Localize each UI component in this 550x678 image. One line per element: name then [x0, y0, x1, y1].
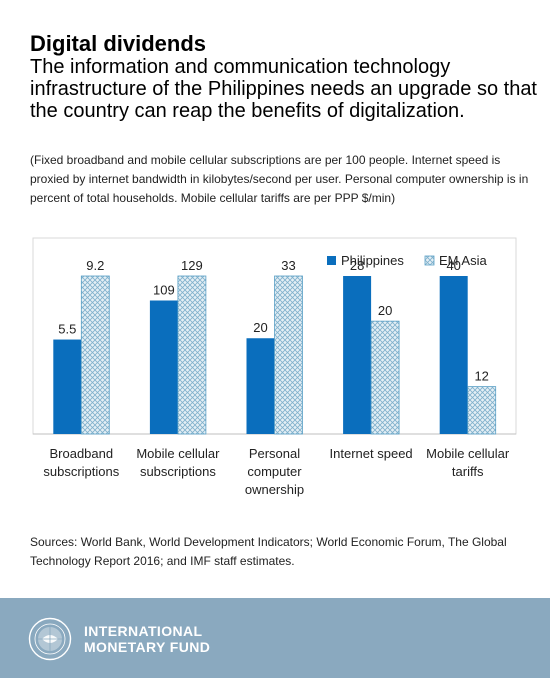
bar-em-asia-4	[467, 386, 497, 435]
bar-em-asia-3	[370, 320, 400, 435]
legend-label-em-asia: EM Asia	[439, 253, 487, 268]
data-label-em-asia-0: 9.2	[86, 258, 104, 273]
org-name-line1: INTERNATIONAL	[84, 623, 203, 639]
bar-philippines-1	[149, 300, 178, 434]
legend-swatch-philippines	[327, 256, 336, 265]
imf-seal-icon	[28, 617, 72, 661]
data-label-philippines-0: 5.5	[58, 322, 76, 337]
chart-note: (Fixed broadband and mobile cellular sub…	[30, 153, 529, 205]
org-name: INTERNATIONAL MONETARY FUND	[84, 623, 210, 655]
chart-title: Digital dividends	[30, 31, 207, 56]
bar-philippines-4	[439, 276, 468, 434]
data-label-philippines-1: 109	[153, 282, 175, 297]
chart-subtitle: The information and communication techno…	[30, 56, 537, 122]
category-label: Internet speed	[329, 446, 413, 461]
legend-swatch-em-asia	[424, 255, 435, 266]
category-label: Mobile cellular subscriptions	[136, 446, 220, 479]
data-label-em-asia-1: 129	[181, 258, 203, 273]
data-label-em-asia-3: 20	[378, 303, 392, 318]
bar-em-asia-2	[274, 275, 303, 435]
bar-philippines-2	[246, 338, 275, 434]
bar-em-asia-0	[80, 275, 110, 435]
sources-note: Sources: World Bank, World Development I…	[30, 535, 507, 568]
bar-chart: 5.5 9.2 109 129 20 33 28 20 40 12 Philippines EM A…	[0, 230, 550, 510]
data-label-em-asia-4: 12	[474, 369, 488, 384]
data-label-philippines-3: 28	[350, 258, 364, 273]
bar-em-asia-1	[177, 275, 207, 435]
legend-label-philippines: Philippines	[341, 253, 404, 268]
bar-philippines-0	[53, 339, 82, 434]
legend: Philippines EM Asia	[327, 253, 487, 268]
org-name-line2: MONETARY FUND	[84, 639, 211, 655]
footer-band: INTERNATIONAL MONETARY FUND	[0, 598, 550, 678]
category-label: Broadband subscriptions	[43, 446, 120, 479]
bar-philippines-3	[343, 276, 372, 434]
data-label-philippines-4: 40	[446, 258, 460, 273]
data-label-philippines-2: 20	[253, 320, 267, 335]
category-label: Mobile cellular tariffs	[426, 446, 510, 479]
category-label: Personal computer ownership	[244, 446, 305, 497]
chart-canvas: 5.5 9.2 109 129 20 33 28 20 40 12 Philippines EM A…	[32, 237, 517, 435]
data-label-em-asia-2: 33	[281, 258, 295, 273]
